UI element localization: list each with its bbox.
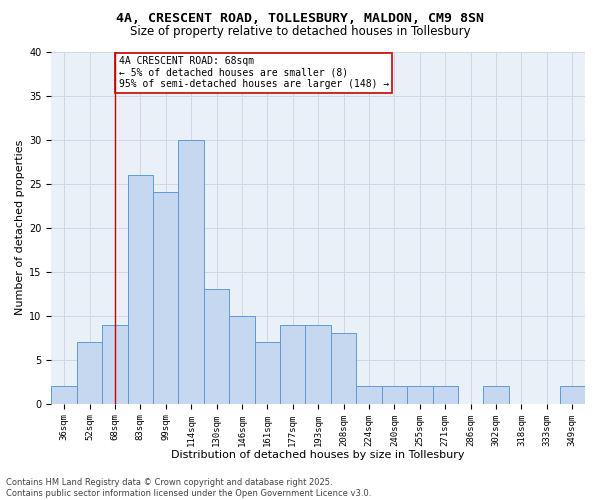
Bar (356, 386, 382, 404)
Bar (102, 324, 128, 404)
Text: 4A CRESCENT ROAD: 68sqm
← 5% of detached houses are smaller (8)
95% of semi-deta: 4A CRESCENT ROAD: 68sqm ← 5% of detached… (119, 56, 389, 89)
Bar (305, 324, 331, 404)
Bar (560, 386, 585, 404)
Bar (229, 316, 254, 404)
Text: 4A, CRESCENT ROAD, TOLLESBURY, MALDON, CM9 8SN: 4A, CRESCENT ROAD, TOLLESBURY, MALDON, C… (116, 12, 484, 26)
Bar (331, 334, 356, 404)
Text: Contains HM Land Registry data © Crown copyright and database right 2025.
Contai: Contains HM Land Registry data © Crown c… (6, 478, 371, 498)
X-axis label: Distribution of detached houses by size in Tollesbury: Distribution of detached houses by size … (172, 450, 465, 460)
Bar (407, 386, 433, 404)
Text: Size of property relative to detached houses in Tollesbury: Size of property relative to detached ho… (130, 25, 470, 38)
Y-axis label: Number of detached properties: Number of detached properties (15, 140, 25, 316)
Bar (178, 140, 204, 404)
Bar (433, 386, 458, 404)
Bar (77, 342, 102, 404)
Bar (280, 324, 305, 404)
Bar (254, 342, 280, 404)
Bar (484, 386, 509, 404)
Bar (382, 386, 407, 404)
Bar (204, 290, 229, 404)
Bar (153, 192, 178, 404)
Bar (52, 386, 77, 404)
Bar (128, 175, 153, 404)
